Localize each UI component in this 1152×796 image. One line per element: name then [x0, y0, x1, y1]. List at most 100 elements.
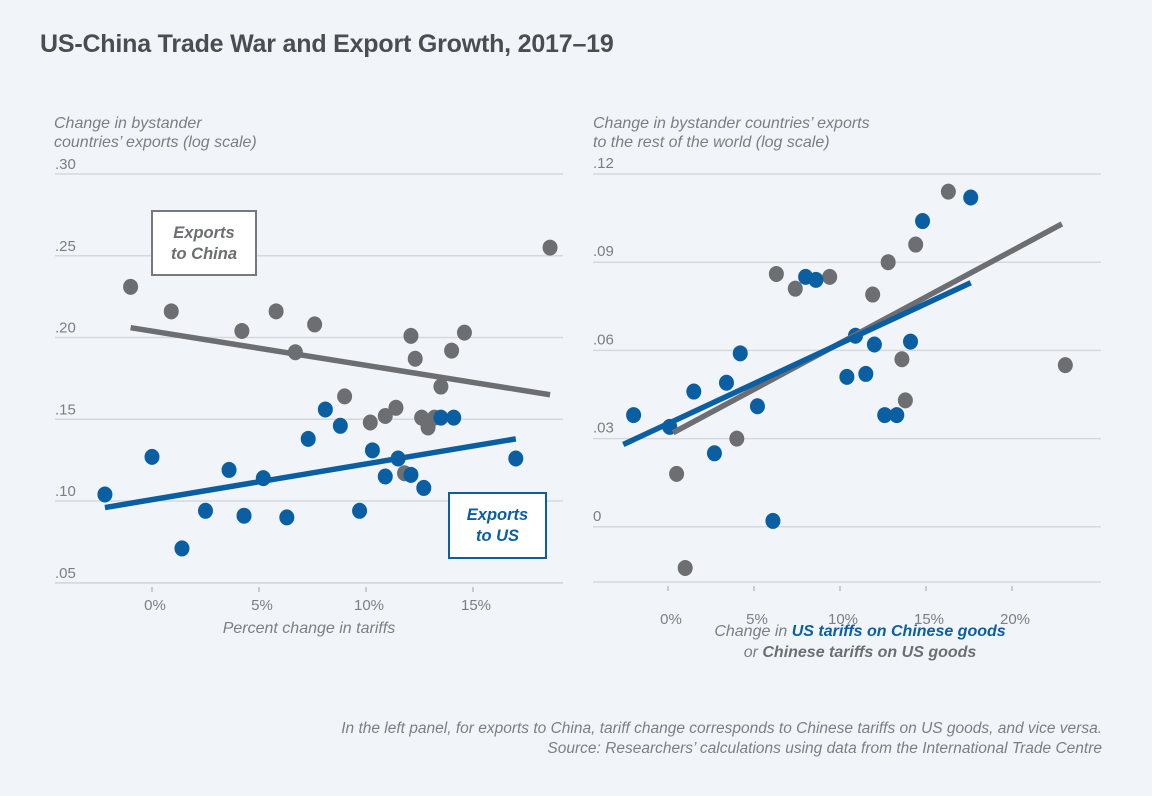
left-us-data-point: [317, 401, 333, 418]
right-china-data-point: [677, 559, 693, 576]
right-china-data-point: [894, 351, 910, 368]
right-y-tick-label: .06: [593, 331, 614, 348]
left-y-tick-label: .30: [55, 156, 76, 173]
right-x-axis-label: Change in US tariffs on Chinese goods or…: [630, 621, 1090, 663]
right-y-tick-label: .09: [593, 243, 614, 260]
left-china-data-point: [123, 278, 139, 295]
right-y-axis-label-line: Change in bystander countries’ exports: [593, 115, 870, 132]
left-y-tick-label: .15: [55, 401, 76, 418]
left-china-trend-line: [130, 324, 551, 398]
right-y-axis-label-line: to the rest of the world (log scale): [593, 134, 830, 151]
right-china-data-point: [897, 392, 913, 409]
legend-box-exports-to-us: Exports to US: [448, 492, 547, 559]
right-china-data-point: [880, 254, 896, 271]
right-us-data-point: [732, 345, 748, 362]
left-us-data-point: [352, 502, 368, 519]
left-china-data-point: [444, 342, 460, 359]
left-y-tick-label: .10: [55, 483, 76, 500]
right-y-axis-label: Change in bystander countries’ exports t…: [593, 114, 870, 152]
right-us-data-point: [706, 445, 722, 462]
right-us-data-point: [903, 333, 919, 350]
legend-box-exports-to-china: Exports to China: [151, 210, 257, 276]
right-us-data-point: [686, 383, 702, 400]
left-us-data-point: [433, 409, 449, 426]
xlabel-text: or: [743, 644, 763, 661]
left-x-tick-label: 10%: [354, 597, 384, 614]
left-china-data-point: [163, 303, 179, 320]
right-us-trend-line: [622, 280, 972, 447]
left-china-data-point: [407, 350, 423, 367]
right-us-data-point: [626, 407, 642, 424]
left-us-data-point: [174, 540, 190, 557]
legend-china-line: Exports: [173, 224, 235, 242]
source-note: Source: Researchers’ calculations using …: [547, 740, 1102, 757]
left-us-data-point: [403, 466, 419, 483]
right-us-data-point: [839, 368, 855, 385]
left-x-tick-label: 0%: [144, 597, 166, 614]
right-x-tick-label: 0%: [660, 611, 682, 628]
left-us-data-point: [236, 507, 252, 524]
left-us-data-point: [300, 430, 316, 447]
right-china-data-point: [669, 465, 685, 482]
right-us-data-point: [765, 512, 781, 529]
left-y-tick-label: .05: [55, 565, 76, 582]
left-us-data-point: [446, 409, 462, 426]
right-us-data-point: [858, 365, 874, 382]
right-y-tick-label: 0: [593, 508, 601, 525]
right-y-tick-label: .12: [593, 155, 614, 172]
right-china-data-point: [865, 286, 881, 303]
left-us-data-point: [416, 479, 432, 496]
left-china-data-point: [362, 414, 378, 431]
right-china-data-point: [822, 268, 838, 285]
right-china-data-point: [940, 183, 956, 200]
left-china-data-point: [433, 378, 449, 395]
left-us-data-point: [198, 502, 213, 519]
left-y-axis-label: Change in bystander countries’ exports (…: [54, 114, 257, 152]
left-china-data-point: [268, 303, 284, 320]
legend-us-line: Exports: [466, 506, 529, 524]
footnote: In the left panel, for exports to China,…: [341, 720, 1102, 737]
chart-title: US-China Trade War and Export Growth, 20…: [40, 30, 614, 58]
left-china-data-point: [377, 407, 393, 424]
right-us-data-point: [866, 336, 882, 353]
left-china-data-point: [307, 316, 323, 333]
left-us-data-point: [144, 448, 160, 465]
left-x-axis-label: Percent change in tariffs: [222, 620, 396, 637]
left-us-data-point: [332, 417, 348, 434]
right-china-data-point: [729, 430, 745, 447]
left-x-tick-label: 15%: [461, 597, 491, 614]
legend-us-line: to US: [475, 527, 520, 545]
right-x-tick-label: 15%: [914, 611, 944, 628]
left-y-tick-label: .25: [55, 238, 76, 255]
xlabel-text: Change in: [714, 623, 792, 640]
left-us-data-point: [97, 486, 113, 503]
right-us-data-point: [749, 398, 765, 415]
left-us-data-point: [364, 442, 380, 459]
right-x-tick-label: 10%: [828, 611, 858, 628]
right-x-tick-label: 20%: [1000, 611, 1030, 628]
left-china-data-point: [456, 324, 472, 341]
left-us-data-point: [508, 450, 524, 467]
left-china-data-point: [234, 322, 250, 339]
xlabel-china-tariffs: Chinese tariffs on US goods: [762, 644, 977, 661]
right-us-data-point: [718, 374, 734, 391]
left-x-tick-label: 5%: [251, 597, 273, 614]
left-y-axis-label-line: countries’ exports (log scale): [54, 134, 257, 151]
left-us-trend-line: [104, 436, 517, 511]
right-us-data-point: [963, 189, 979, 206]
right-x-tick-label: 5%: [746, 611, 768, 628]
left-china-data-point: [542, 239, 558, 256]
right-china-data-point: [787, 280, 803, 297]
left-china-data-point: [403, 327, 419, 344]
left-us-data-point: [377, 468, 393, 485]
xlabel-us-tariffs: US tariffs on Chinese goods: [791, 623, 1006, 640]
right-us-data-point: [877, 407, 893, 424]
right-china-data-point: [1057, 357, 1073, 374]
right-us-data-point: [808, 271, 824, 288]
left-us-data-point: [279, 509, 295, 526]
right-y-tick-label: .03: [593, 420, 614, 437]
right-china-data-point: [768, 265, 784, 282]
left-y-axis-label-line: Change in bystander: [54, 115, 202, 132]
left-china-data-point: [337, 388, 353, 405]
